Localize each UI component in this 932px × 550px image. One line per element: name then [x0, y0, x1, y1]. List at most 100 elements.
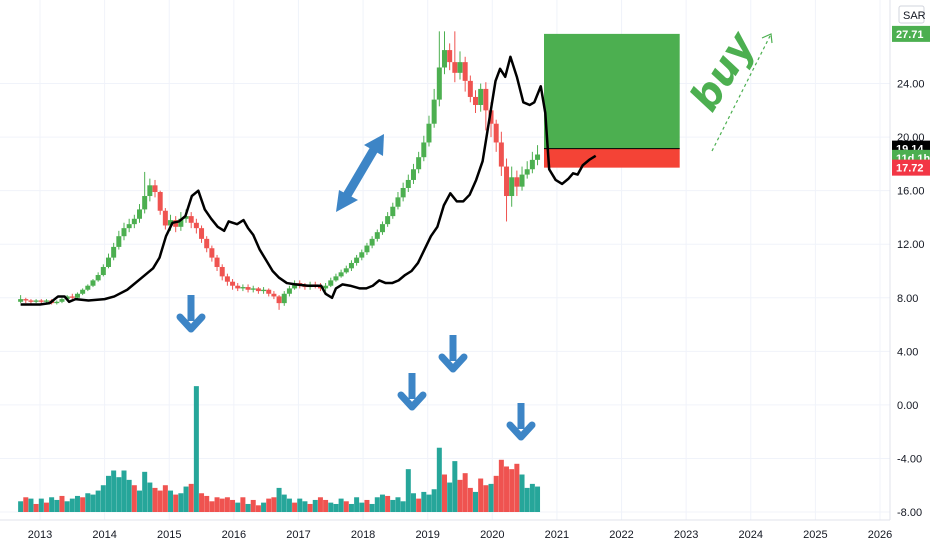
candle-body	[421, 142, 427, 158]
x-tick-label: 2022	[609, 529, 633, 541]
candle-body	[266, 289, 272, 294]
volume-bar	[64, 501, 70, 512]
candle-body	[431, 99, 437, 124]
candle-body	[348, 262, 354, 269]
volume-bar	[261, 502, 267, 512]
candle-body	[467, 80, 473, 97]
candle-body	[116, 236, 122, 247]
candle-body	[95, 275, 101, 281]
volume-bar	[240, 497, 246, 512]
candle-body	[410, 169, 416, 180]
volume-bar	[348, 503, 354, 512]
volume-bar	[188, 483, 194, 512]
candle-body	[488, 110, 494, 124]
candle-body	[255, 288, 261, 292]
volume-bar	[162, 485, 168, 512]
candle-body	[23, 299, 29, 301]
volume-bar	[100, 485, 106, 512]
volume-bar	[235, 502, 241, 512]
volume-bar	[317, 497, 323, 512]
candle-body	[250, 288, 256, 290]
y-tick-label: 12.00	[897, 239, 925, 251]
candle-body	[478, 88, 484, 105]
candle-body	[173, 220, 179, 227]
price-candles	[18, 31, 541, 310]
volume-bar	[385, 495, 391, 512]
volume-bar	[359, 502, 365, 512]
volume-bar	[116, 477, 122, 512]
candle-body	[369, 238, 375, 246]
volume-bar	[271, 497, 277, 512]
volume-bar	[224, 497, 230, 512]
candle-body	[183, 216, 189, 219]
volume-bar	[441, 474, 447, 512]
candle-body	[426, 123, 432, 143]
candle-body	[364, 245, 370, 253]
volume-bar	[457, 479, 463, 512]
candle-body	[379, 224, 385, 233]
candle-body	[131, 218, 137, 225]
y-tick-label: 16.00	[897, 186, 925, 198]
stop-zone[interactable]	[544, 148, 680, 168]
volume-bar	[535, 486, 541, 512]
candle-body	[286, 288, 292, 294]
candle-body	[359, 252, 365, 258]
x-tick-label: 2017	[286, 529, 310, 541]
down-arrow-icon	[176, 295, 206, 333]
volume-bar	[230, 499, 236, 512]
volume-bar	[524, 487, 530, 512]
volume-bar	[478, 478, 484, 512]
volume-bar	[38, 498, 44, 512]
x-tick-label: 2015	[157, 529, 181, 541]
volume-bar	[509, 469, 515, 512]
volume-bar	[266, 498, 272, 512]
volume-bar	[23, 497, 29, 512]
double-arrow-icon	[336, 134, 384, 212]
candle-body	[33, 300, 39, 302]
volume-bar	[504, 466, 510, 512]
x-tick-label: 2018	[351, 529, 375, 541]
currency-label: SAR	[903, 10, 926, 22]
volume-bar	[436, 447, 442, 512]
volume-bar	[395, 497, 401, 512]
candle-body	[157, 192, 163, 211]
volume-bar	[209, 501, 215, 512]
price-badge	[892, 159, 930, 176]
candle-body	[214, 257, 220, 267]
volume-bar	[364, 499, 370, 512]
time-axis[interactable]: 2013 2014 2015 2016 2017 2018 2019 2020 2021 2022…	[0, 519, 892, 541]
long-position-tool[interactable]	[544, 33, 680, 168]
x-tick-label: 2025	[803, 529, 827, 541]
candle-body	[147, 185, 153, 197]
volume-bar	[369, 503, 375, 512]
candle-body	[245, 287, 251, 290]
volume-bar	[374, 497, 380, 512]
candle-body	[519, 174, 525, 187]
target-zone[interactable]	[544, 33, 680, 149]
candle-body	[137, 209, 143, 219]
candle-body	[38, 300, 44, 302]
volume-bar	[126, 479, 132, 512]
price-axis[interactable]: SAR -8.00-4.000.004.008.0012.0016.0020.0…	[889, 0, 931, 520]
volume-bar	[276, 487, 282, 512]
grid-lines	[0, 0, 890, 520]
volume-bar	[74, 495, 80, 512]
volume-bar	[421, 491, 427, 512]
y-tick-label: 4.00	[897, 346, 918, 358]
volume-bar	[498, 459, 504, 512]
volume-bar	[493, 475, 499, 512]
down-arrow-icon	[397, 373, 427, 411]
volume-bar	[147, 482, 153, 512]
volume-bar	[178, 493, 184, 512]
candle-body	[188, 216, 194, 223]
volume-bar	[59, 495, 65, 512]
volume-bar	[297, 498, 303, 512]
candle-body	[240, 287, 246, 289]
volume-bar	[80, 497, 86, 512]
candle-body	[142, 196, 148, 210]
y-tick-label: 0.00	[897, 400, 918, 412]
volume-bar	[28, 498, 34, 512]
